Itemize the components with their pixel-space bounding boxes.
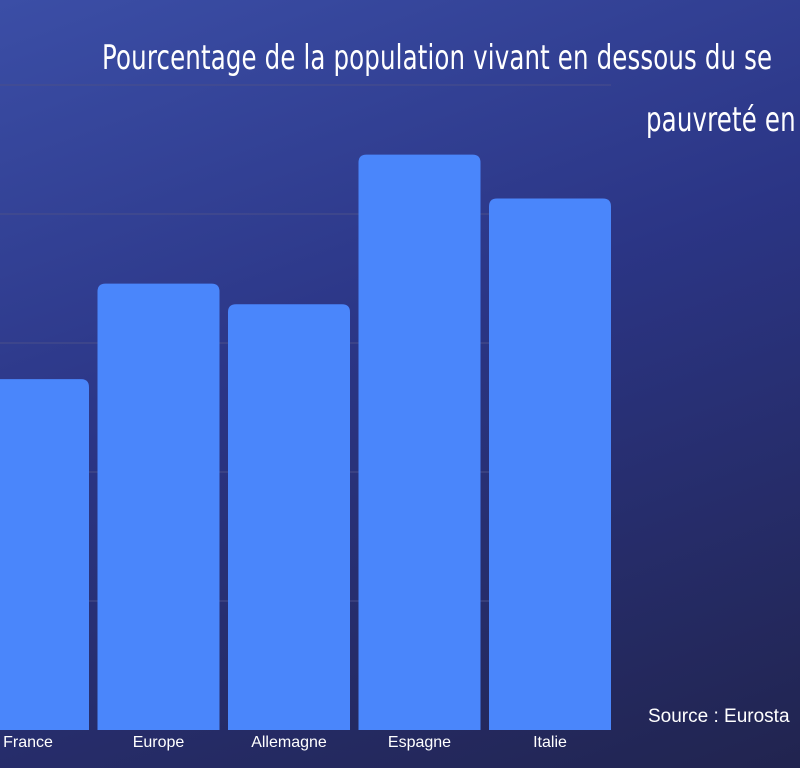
bar-espagne bbox=[358, 154, 481, 730]
x-tick-label-espagne: Espagne bbox=[388, 734, 451, 751]
x-tick-label-europe: Europe bbox=[133, 734, 185, 751]
chart-title-line-2: pauvreté en bbox=[646, 100, 796, 140]
x-tick-label-italie: Italie bbox=[533, 734, 567, 751]
x-tick-label-france: France bbox=[3, 734, 53, 751]
source-note: Source : Eurosta bbox=[648, 706, 790, 727]
x-tick-labels: France Europe Allemagne Espagne Italie bbox=[3, 734, 567, 751]
bar-italie bbox=[489, 198, 611, 730]
bar-allemagne bbox=[228, 304, 350, 730]
bar-europe bbox=[97, 283, 220, 730]
bar-france bbox=[0, 379, 89, 730]
chart-title-line-1: Pourcentage de la population vivant en d… bbox=[102, 38, 773, 78]
bars bbox=[0, 154, 611, 730]
x-tick-label-allemagne: Allemagne bbox=[251, 734, 327, 751]
